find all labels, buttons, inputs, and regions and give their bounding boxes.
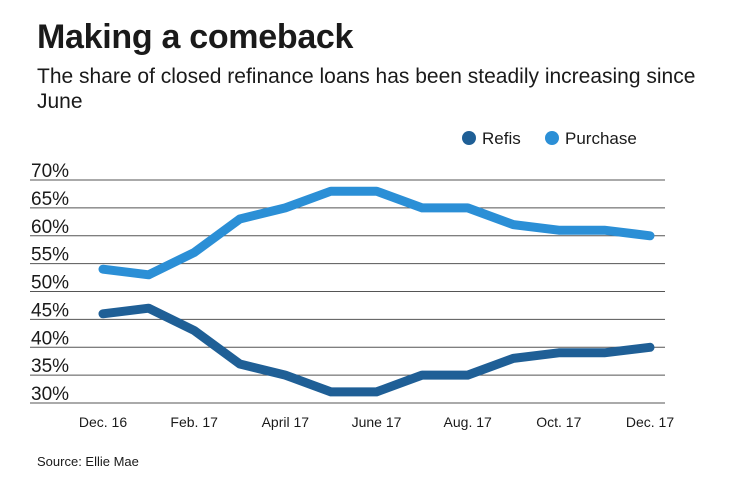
x-tick-label: Dec. 17	[626, 414, 674, 430]
x-tick-label: Feb. 17	[170, 414, 218, 430]
legend: Refis Purchase	[462, 129, 637, 148]
x-tick-label: Oct. 17	[536, 414, 581, 430]
y-tick-label: 40%	[31, 328, 69, 349]
legend-marker-purchase	[545, 131, 559, 145]
legend-marker-refis	[462, 131, 476, 145]
x-tick-label: Dec. 16	[79, 414, 127, 430]
gridlines	[30, 179, 665, 404]
chart-title: Making a comeback	[37, 18, 354, 56]
chart-subtitle: The share of closed refinance loans has …	[37, 65, 696, 113]
y-axis-ticks: 70% 65% 60% 55% 50% 45% 40% 35% 30%	[31, 161, 69, 405]
y-tick-label: 50%	[31, 273, 69, 294]
series-line-purchase	[98, 186, 655, 280]
y-tick-label: 45%	[31, 300, 69, 321]
y-tick-label: 60%	[31, 217, 69, 238]
series-lines	[98, 186, 655, 397]
source-note: Source: Ellie Mae	[37, 454, 139, 469]
y-tick-label: 35%	[31, 356, 69, 377]
y-tick-label: 70%	[31, 161, 69, 182]
series-line-refis	[98, 303, 655, 397]
legend-label-purchase: Purchase	[565, 129, 637, 148]
x-axis-ticks: Dec. 16 Feb. 17 April 17 June 17 Aug. 17 Oct.…	[79, 414, 674, 430]
x-tick-label: April 17	[262, 414, 310, 430]
y-tick-label: 65%	[31, 189, 69, 210]
x-tick-label: June 17	[352, 414, 402, 430]
y-tick-label: 30%	[31, 384, 69, 405]
x-tick-label: Aug. 17	[444, 414, 492, 430]
y-tick-label: 55%	[31, 245, 69, 266]
legend-label-refis: Refis	[482, 129, 521, 148]
